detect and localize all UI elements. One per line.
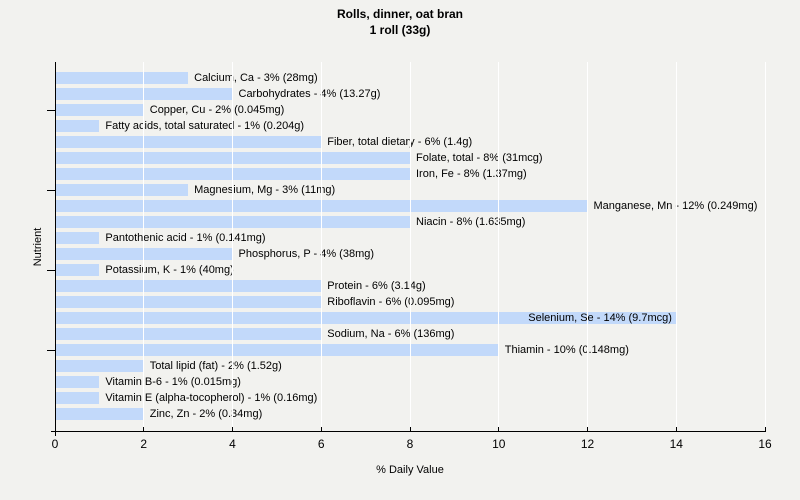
bar-row: Zinc, Zn - 2% (0.34mg) (55, 406, 765, 422)
x-tick-mark (764, 427, 766, 432)
bar-label: Thiamin - 10% (0.148mg) (504, 344, 629, 356)
x-tick-mark (320, 427, 322, 432)
bar-label: Potassium, K - 1% (40mg) (105, 264, 234, 276)
bar-row: Total lipid (fat) - 2% (1.52g) (55, 358, 765, 374)
bar-label: Riboflavin - 6% (0.095mg) (327, 296, 455, 308)
bar-row: Copper, Cu - 2% (0.045mg) (55, 102, 765, 118)
gridline (764, 62, 766, 432)
chart-title-block: Rolls, dinner, oat bran 1 roll (33g) (0, 6, 800, 38)
bar-row: Calcium, Ca - 3% (28mg) (55, 70, 765, 86)
bar-label: Magnesium, Mg - 3% (11mg) (194, 184, 336, 196)
x-tick-mark (498, 427, 500, 432)
bar-label: Manganese, Mn - 12% (0.249mg) (593, 200, 758, 212)
x-tick-label: 6 (317, 437, 325, 451)
bar-row: Protein - 6% (3.14g) (55, 278, 765, 294)
nutrient-bar (55, 184, 189, 196)
y-tick-mark (47, 109, 55, 111)
bar-label: Niacin - 8% (1.635mg) (416, 216, 526, 228)
nutrient-bar (55, 376, 100, 388)
bar-label: Folate, total - 8% (31mcg) (416, 152, 543, 164)
x-tick-label: 12 (580, 437, 595, 451)
plot-area: Calcium, Ca - 3% (28mg) Carbohydrates - 4… (47, 62, 772, 451)
gridline (232, 62, 233, 432)
nutrient-bar (55, 72, 189, 84)
bar-label: Protein - 6% (3.14g) (327, 280, 426, 292)
x-axis-title: % Daily Value (376, 464, 444, 476)
chart-title: Rolls, dinner, oat bran (336, 7, 464, 21)
x-tick-label: 10 (492, 437, 506, 451)
bar-label: Pantothenic acid - 1% (0.141mg) (105, 232, 266, 244)
bar-label: Vitamin E (alpha-tocopherol) - 1% (0.16m… (105, 392, 318, 404)
bar-label: Total lipid (fat) - 2% (1.52g) (149, 360, 282, 372)
y-tick-mark (47, 189, 55, 191)
nutrient-bar (55, 264, 100, 276)
y-tick-mark (47, 349, 55, 351)
x-tick-mark (232, 427, 233, 432)
bar-label: Copper, Cu - 2% (0.045mg) (149, 104, 285, 116)
nutrient-bar (55, 392, 100, 404)
x-tick-mark (143, 427, 145, 432)
bar-label: Phosphorus, P - 4% (38mg) (238, 248, 375, 260)
bar-label: Sodium, Na - 6% (136mg) (327, 328, 455, 340)
gridline (498, 62, 500, 432)
bar-row: Pantothenic acid - 1% (0.141mg) (55, 230, 765, 246)
x-tick-label: 14 (669, 437, 683, 451)
bar-label: Vitamin B-6 - 1% (0.015mg) (105, 376, 241, 388)
bar-row: Thiamin - 10% (0.148mg) (55, 342, 765, 358)
x-tick-mark (675, 427, 677, 432)
gridline (320, 62, 322, 432)
y-tick-mark (47, 269, 55, 271)
x-tick-label: 8 (406, 437, 414, 451)
bar-row: Sodium, Na - 6% (136mg) (55, 326, 765, 342)
bar-label: Fatty acids, total saturated - 1% (0.204… (105, 120, 305, 132)
x-tick-mark (409, 427, 411, 432)
nutrient-bar (55, 296, 322, 308)
nutrient-bar (55, 328, 322, 340)
gridline (587, 62, 588, 432)
x-tick-label: 4 (229, 437, 236, 451)
x-tick-label: 2 (140, 437, 148, 451)
x-tick-label: 16 (758, 437, 772, 451)
gridline (675, 62, 677, 432)
bar-row: Riboflavin - 6% (0.095mg) (55, 294, 765, 310)
bar-label: Carbohydrates - 4% (13.27g) (238, 88, 381, 100)
nutrient-bar (55, 344, 499, 356)
nutrient-bar (55, 232, 100, 244)
chart-subtitle: 1 roll (33g) (369, 23, 431, 37)
x-axis-line (51, 431, 765, 432)
bar-label: Calcium, Ca - 3% (28mg) (194, 72, 318, 84)
bar-row: Potassium, K - 1% (40mg) (55, 262, 765, 278)
x-tick-mark (54, 427, 56, 432)
nutrient-bar (55, 360, 144, 372)
nutrient-bar (55, 408, 144, 420)
nutrient-bar (55, 312, 677, 324)
x-tick-label: 0 (51, 437, 59, 451)
bar-row: Selenium, Se - 14% (9.7mcg) (55, 310, 765, 326)
nutrient-bar (55, 120, 100, 132)
nutrient-bar (55, 136, 322, 148)
y-axis-line (55, 62, 56, 436)
bar-row: Vitamin B-6 - 1% (0.015mg) (55, 374, 765, 390)
bar-label: Zinc, Zn - 2% (0.34mg) (149, 408, 263, 420)
bar-row: Magnesium, Mg - 3% (11mg) (55, 182, 765, 198)
bar-row: Vitamin E (alpha-tocopherol) - 1% (0.16m… (55, 390, 765, 406)
bar-label: Iron, Fe - 8% (1.37mg) (416, 168, 527, 180)
bar-row: Fatty acids, total saturated - 1% (0.204… (55, 118, 765, 134)
gridline (409, 62, 411, 432)
x-tick-mark (587, 427, 588, 432)
y-axis-title: Nutrient (32, 227, 44, 267)
nutrient-bar (55, 280, 322, 292)
bar-row: Fiber, total dietary - 6% (1.4g) (55, 134, 765, 150)
bar-label: Selenium, Se - 14% (9.7mcg) (528, 312, 672, 324)
nutrient-bar (55, 104, 144, 116)
bar-label: Fiber, total dietary - 6% (1.4g) (327, 136, 473, 148)
gridline (143, 62, 145, 432)
